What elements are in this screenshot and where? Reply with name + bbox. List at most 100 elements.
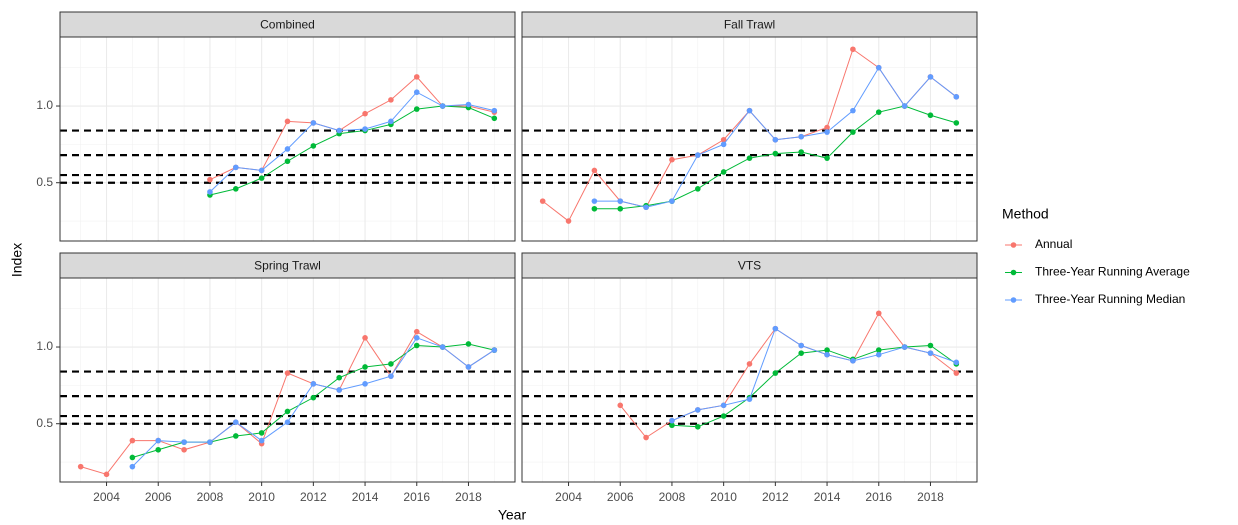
data-point <box>824 347 830 353</box>
data-point <box>207 176 213 183</box>
data-point <box>927 112 934 119</box>
data-point <box>362 381 368 387</box>
data-point <box>258 167 265 174</box>
y-tick-label: 1.0 <box>36 98 53 112</box>
data-point <box>875 351 882 358</box>
data-point <box>772 150 779 157</box>
data-point <box>129 463 136 470</box>
data-point <box>129 454 136 461</box>
data-point <box>413 335 420 341</box>
x-tick-label: 2016 <box>403 490 430 504</box>
y-axis-label: Index <box>9 243 25 277</box>
data-point <box>927 74 934 80</box>
x-tick-label: 2014 <box>352 490 379 504</box>
data-point <box>336 127 343 134</box>
data-point <box>824 351 830 358</box>
data-point <box>284 118 291 125</box>
panel-border <box>59 277 516 483</box>
data-point <box>336 374 343 381</box>
data-point <box>310 143 317 149</box>
facet-title: Fall Trawl <box>724 18 775 32</box>
data-point <box>284 146 291 152</box>
legend-point <box>1010 242 1017 248</box>
data-point <box>643 434 649 441</box>
data-point <box>617 402 624 409</box>
data-point <box>413 342 420 349</box>
data-point <box>388 361 394 367</box>
x-tick-label: 2012 <box>762 490 789 504</box>
data-point <box>232 433 239 439</box>
data-point <box>617 198 624 204</box>
data-point <box>875 64 882 71</box>
data-point <box>875 109 882 115</box>
x-tick-label: 2014 <box>814 490 841 504</box>
data-point <box>643 204 649 211</box>
data-point <box>491 347 498 353</box>
data-point <box>388 373 394 379</box>
data-point <box>953 94 960 100</box>
legend-label: Three-Year Running Median <box>1035 292 1185 306</box>
data-point <box>413 74 420 80</box>
data-point <box>413 89 420 96</box>
data-point <box>824 124 830 131</box>
data-point <box>798 342 805 349</box>
data-point <box>720 141 727 148</box>
data-point <box>310 394 317 401</box>
data-point <box>798 350 805 356</box>
data-point <box>155 437 162 444</box>
data-point <box>850 358 856 364</box>
data-point <box>207 439 213 445</box>
x-tick-label: 2018 <box>455 490 482 504</box>
x-tick-label: 2018 <box>917 490 944 504</box>
x-tick-label: 2008 <box>659 490 686 504</box>
facet-title: Combined <box>260 18 315 32</box>
data-point <box>850 107 856 114</box>
facet-strip <box>521 252 978 279</box>
data-point <box>875 310 882 317</box>
data-point <box>232 186 239 192</box>
y-tick-label: 0.5 <box>36 416 53 430</box>
data-point <box>336 387 343 393</box>
x-tick-label: 2008 <box>197 490 224 504</box>
data-point <box>824 129 830 135</box>
data-point <box>465 341 472 347</box>
y-tick-label: 1.0 <box>36 339 53 353</box>
x-axis-label: Year <box>498 507 527 523</box>
data-point <box>362 126 368 132</box>
data-point <box>901 344 908 350</box>
data-point <box>181 446 187 453</box>
facet-strip <box>59 11 516 38</box>
data-point <box>850 129 856 135</box>
data-point <box>824 155 830 161</box>
data-point <box>284 370 291 376</box>
series-line <box>671 344 957 428</box>
data-point <box>181 439 187 445</box>
data-point <box>669 156 675 163</box>
data-point <box>284 408 291 415</box>
data-point <box>591 198 598 204</box>
data-point <box>669 422 675 429</box>
data-point <box>953 120 960 126</box>
data-point <box>720 413 727 419</box>
legend-point <box>1010 297 1017 303</box>
data-point <box>258 175 265 181</box>
data-point <box>720 402 727 409</box>
data-point <box>439 344 446 350</box>
data-point <box>207 189 213 195</box>
data-point <box>772 325 779 332</box>
series-line <box>671 327 957 422</box>
x-tick-label: 2010 <box>248 490 275 504</box>
data-point <box>798 133 805 140</box>
data-point <box>746 361 753 367</box>
y-tick-label: 0.5 <box>36 175 53 189</box>
x-tick-label: 2004 <box>555 490 582 504</box>
panel-border <box>59 36 516 242</box>
data-point <box>362 335 368 341</box>
data-point <box>284 419 291 425</box>
data-point <box>772 136 779 143</box>
data-point <box>669 198 675 204</box>
facet-strip <box>521 11 978 38</box>
series-line <box>209 91 495 193</box>
panel-border <box>521 277 978 483</box>
